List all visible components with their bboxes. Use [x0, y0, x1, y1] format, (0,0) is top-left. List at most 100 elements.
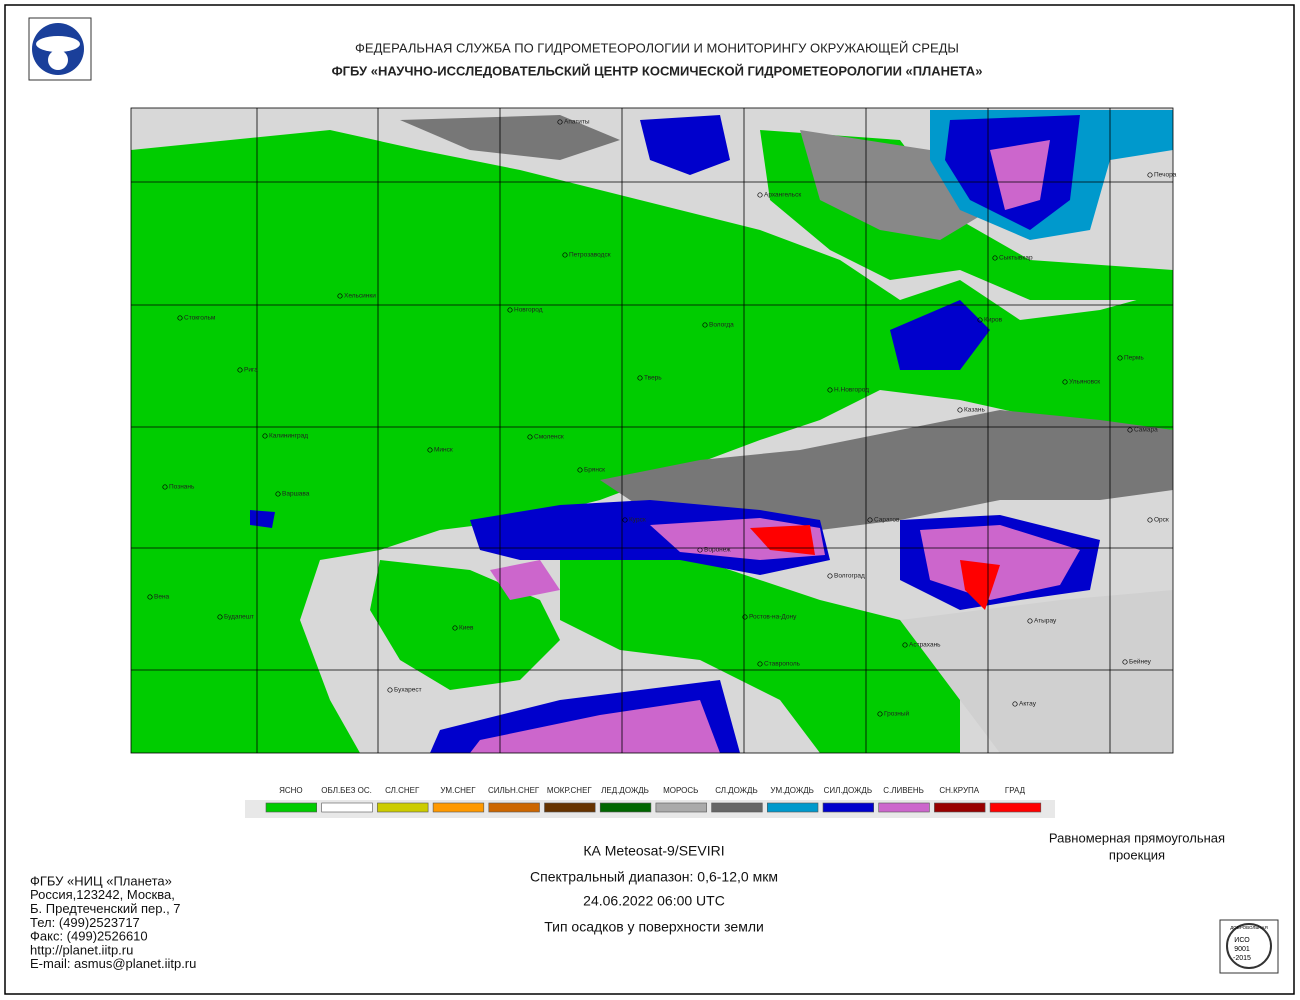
legend-label: СИЛ.ДОЖДЬ	[824, 786, 873, 795]
city-label: Сыктывкар	[999, 255, 1033, 262]
contact-line: ФГБУ «НИЦ «Планета»	[30, 873, 172, 888]
legend-label: ЛЕД.ДОЖДЬ	[601, 786, 649, 795]
legend-swatch	[377, 802, 429, 813]
city-marker	[237, 367, 243, 373]
city-marker	[262, 433, 268, 439]
legend-label: МОРОСЬ	[663, 786, 698, 795]
legend-label: СЛ.ДОЖДЬ	[715, 786, 758, 795]
contacts: ФГБУ «НИЦ «Планета»Россия,123242, Москва…	[30, 873, 196, 971]
city-label: Курск	[629, 517, 646, 524]
city-label: Киров	[984, 317, 1003, 324]
city-label: Ростов-на-Дону	[749, 614, 797, 621]
city-marker	[147, 594, 153, 600]
city-label: Пермь	[1124, 355, 1144, 362]
iso-badge: ДОБРОВОЛЬНАЯ ИСО 9001 -2015	[1219, 919, 1279, 974]
legend-label: ГРАД	[1005, 786, 1026, 795]
city-label: Вологда	[709, 322, 734, 329]
city-label: Апатиты	[564, 119, 590, 126]
legend-swatch	[989, 802, 1042, 813]
city-marker	[957, 407, 963, 413]
legend-swatch	[655, 802, 707, 813]
projection: Равномерная прямоугольная	[1049, 830, 1225, 845]
city-label: Актау	[1019, 701, 1037, 708]
city-label: Хельсинки	[344, 293, 376, 300]
logo	[28, 17, 92, 81]
city-marker	[1127, 427, 1133, 433]
city-marker	[1062, 379, 1068, 385]
city-marker	[1147, 517, 1153, 523]
city-marker	[452, 625, 458, 631]
legend-label: ОБЛ.БЕЗ ОС.	[321, 786, 372, 795]
city-marker	[1147, 172, 1153, 178]
city-label: Будапешт	[224, 614, 254, 621]
legend-label: МОКР.СНЕГ	[547, 786, 592, 795]
iso-text: ДОБРОВОЛЬНАЯ	[1230, 925, 1268, 930]
city-marker	[992, 255, 998, 261]
city-marker	[177, 315, 183, 321]
legend-label: СН.КРУПА	[939, 786, 979, 795]
city-marker	[827, 573, 833, 579]
city-marker	[902, 642, 908, 648]
city-label: Грозный	[884, 710, 910, 718]
city-marker	[877, 711, 883, 717]
city-marker	[275, 491, 281, 497]
city-marker	[217, 614, 223, 620]
iso-text: -2015	[1233, 955, 1251, 962]
satellite: КА Meteosat-9/SEVIRI	[583, 843, 724, 859]
city-label: Калининград	[269, 433, 308, 440]
city-label: Вена	[154, 594, 170, 601]
header-title: ФГБУ «НАУЧНО-ИССЛЕДОВАТЕЛЬСКИЙ ЦЕНТР КОС…	[332, 63, 983, 78]
legend-label: УМ.ДОЖДЬ	[770, 786, 814, 795]
contact-line: Россия,123242, Москва,	[30, 887, 175, 902]
map: Апатиты Архангельск Петрозаводск Вологда Сык…	[130, 107, 1177, 754]
city-marker	[622, 517, 628, 523]
city-marker	[867, 517, 873, 523]
legend-swatch	[321, 802, 373, 813]
contact-line: E-mail: asmus@planet.iitp.ru	[30, 956, 196, 971]
city-marker	[337, 293, 343, 299]
city-label: Атырау	[1034, 618, 1057, 625]
city-marker	[387, 687, 393, 693]
city-label: Воронеж	[704, 547, 731, 554]
city-label: Варшава	[282, 491, 310, 498]
city-label: Саратов	[874, 517, 900, 524]
iso-text: 9001	[1234, 946, 1250, 953]
city-label: Самара	[1134, 427, 1158, 434]
city-marker	[827, 387, 833, 393]
city-label: Ставрополь	[764, 661, 801, 668]
legend-label: УМ.СНЕГ	[440, 786, 476, 795]
city-marker	[702, 322, 708, 328]
legend-swatch	[711, 802, 763, 813]
legend-swatch	[488, 802, 540, 813]
city-label: Познань	[169, 484, 195, 491]
city-marker	[637, 375, 643, 381]
spectral-range: Спектральный диапазон: 0,6-12,0 мкм	[530, 869, 778, 885]
contact-line: http://planet.iitp.ru	[30, 942, 133, 957]
city-label: Н.Новгород	[834, 387, 869, 394]
city-marker	[757, 661, 763, 667]
city-marker	[742, 614, 748, 620]
city-label: Рига	[244, 367, 258, 374]
contact-line: Б. Предтеченский пер., 7	[30, 901, 181, 916]
legend-label: С.ЛИВЕНЬ	[883, 786, 924, 795]
city-marker	[427, 447, 433, 453]
city-label: Печора	[1154, 172, 1177, 179]
iso-text: ИСО	[1234, 937, 1250, 944]
city-label: Новгород	[514, 307, 543, 314]
header-line: ФЕДЕРАЛЬНАЯ СЛУЖБА ПО ГИДРОМЕТЕОРОЛОГИИ …	[355, 40, 959, 55]
contact-line: Факс: (499)2526610	[30, 929, 148, 944]
city-label: Минск	[434, 447, 453, 454]
city-marker	[1122, 659, 1128, 665]
city-marker	[577, 467, 583, 473]
city-label: Смоленск	[534, 434, 564, 441]
city-marker	[562, 252, 568, 258]
legend-swatch	[432, 802, 485, 813]
city-label: Архангельск	[764, 192, 801, 199]
city-label: Казань	[964, 407, 986, 414]
projection: проекция	[1109, 847, 1165, 862]
city-label: Тверь	[644, 375, 662, 382]
city-label: Орск	[1154, 517, 1169, 524]
city-label: Ульяновск	[1069, 379, 1100, 386]
product-title: Тип осадков у поверхности земли	[544, 919, 764, 935]
